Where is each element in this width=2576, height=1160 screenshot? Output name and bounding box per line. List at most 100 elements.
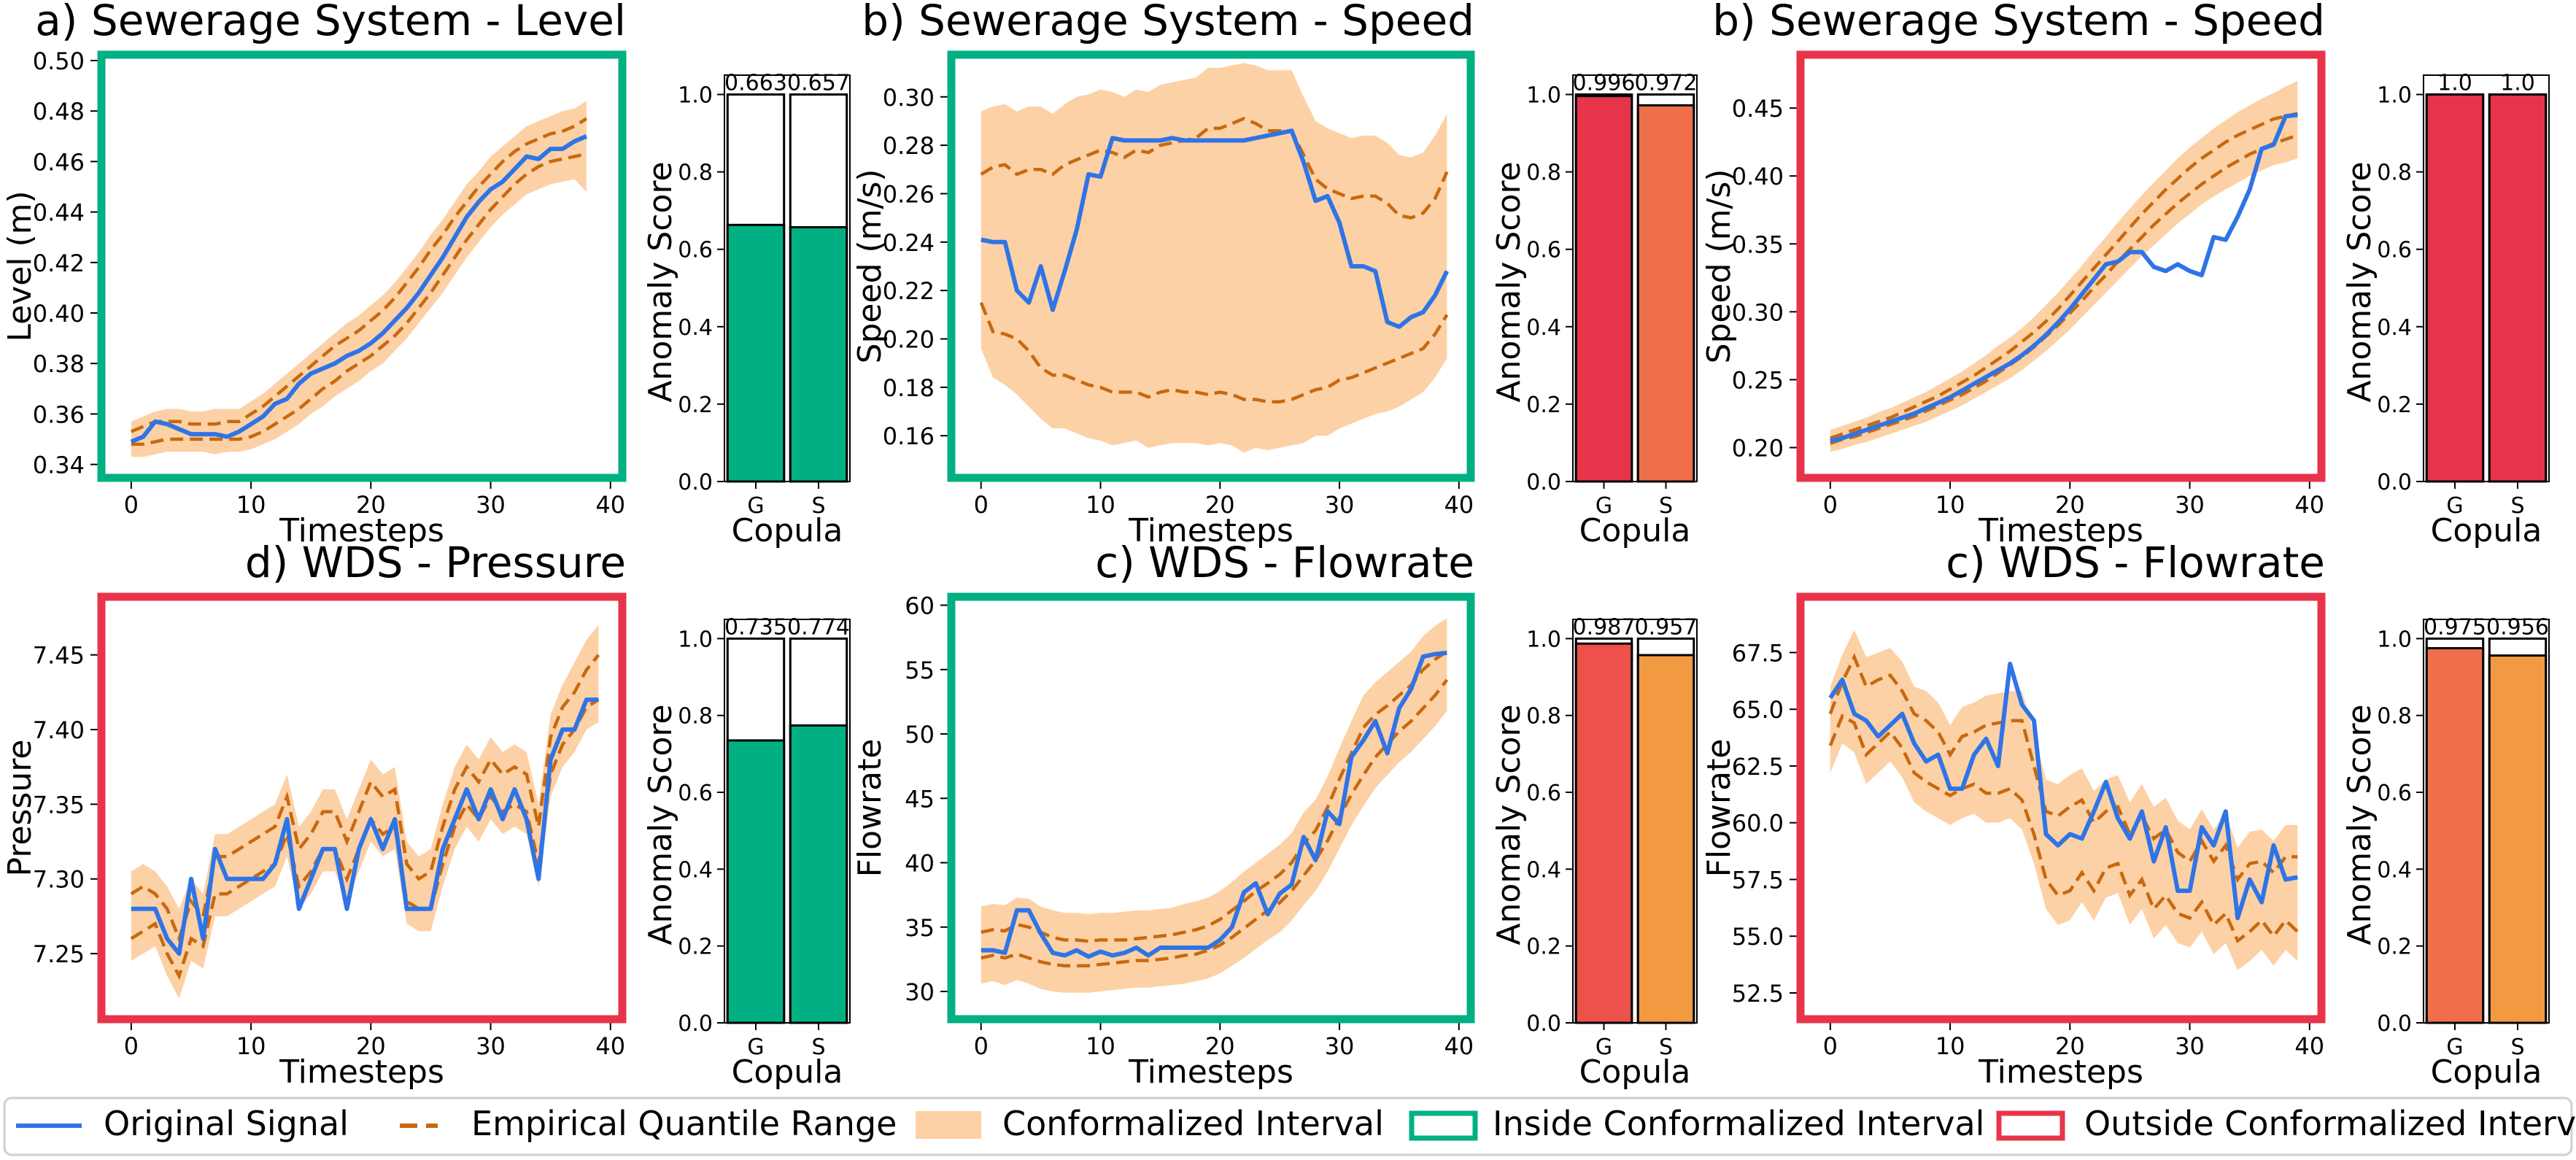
y-tick-label: 0.8 bbox=[1526, 704, 1561, 730]
y-tick-label: 0.45 bbox=[1732, 95, 1784, 123]
legend-swatch-outside bbox=[1996, 1110, 2065, 1141]
y-tick-label: 0.16 bbox=[883, 422, 935, 450]
bar-chart-1: Anomaly Score Copula 0.663 G 0.657 S 0.0 0.2 0.4… bbox=[642, 71, 851, 549]
y-tick-label: 0.22 bbox=[883, 277, 935, 305]
y-tick-label: 0.40 bbox=[33, 300, 85, 328]
status-frame-outside bbox=[1796, 592, 2326, 1024]
original-signal-line bbox=[980, 650, 1447, 959]
conformalized-band bbox=[1830, 630, 2298, 970]
charts-layer: a) Sewerage System - Level Timesteps Level… bbox=[1, 0, 2550, 1091]
bar-chart-3: Anomaly Score Copula 1.0 G 1.0 S 0.0 0.2 0.4 0.6 0… bbox=[2341, 71, 2550, 549]
y-tick-label: 0.6 bbox=[2377, 238, 2412, 263]
y-tick-label: 0.2 bbox=[1526, 393, 1561, 418]
conformalized-band bbox=[131, 625, 599, 999]
conformalized-band bbox=[1830, 80, 2298, 452]
x-tick-label: 40 bbox=[2294, 491, 2324, 519]
x-tick-label: 10 bbox=[1935, 1032, 1965, 1060]
y-axis-label: Anomaly Score bbox=[642, 161, 679, 402]
x-tick-label: 20 bbox=[356, 1032, 386, 1060]
quantile-upper-line bbox=[1828, 653, 2298, 883]
quantile-upper-line bbox=[130, 117, 588, 433]
bar-S bbox=[2488, 93, 2548, 483]
x-tick-label: G bbox=[1596, 1035, 1612, 1060]
y-tick-label: 45 bbox=[905, 785, 935, 813]
chart-title: a) Sewerage System - Level bbox=[35, 0, 626, 45]
legend-swatch-conformalized bbox=[916, 1111, 981, 1139]
x-tick-label: 30 bbox=[476, 1032, 506, 1060]
y-tick-label: 0.4 bbox=[678, 315, 713, 341]
x-tick-label: 40 bbox=[1444, 1032, 1474, 1060]
y-tick-label: 52.5 bbox=[1732, 980, 1784, 1008]
y-tick-label: 0.35 bbox=[1732, 231, 1784, 258]
x-axis-label: Copula bbox=[1579, 1053, 1691, 1091]
y-tick-label: 0.2 bbox=[678, 935, 713, 960]
x-tick-label: 40 bbox=[1444, 491, 1474, 519]
y-tick-label: 0.2 bbox=[678, 393, 713, 418]
y-tick-label: 1.0 bbox=[1526, 83, 1561, 109]
y-tick-label: 55.0 bbox=[1732, 923, 1784, 951]
x-tick-label: G bbox=[747, 493, 764, 519]
y-tick-label: 0.4 bbox=[1526, 857, 1561, 883]
y-tick-label: 65.0 bbox=[1732, 696, 1784, 724]
x-tick-label: 10 bbox=[236, 491, 266, 519]
y-tick-label: 0.44 bbox=[33, 199, 85, 227]
y-tick-label: 50 bbox=[905, 721, 935, 749]
y-tick-label: 0.42 bbox=[33, 250, 85, 277]
x-axis-label: Copula bbox=[1579, 512, 1691, 549]
x-axis-label: Copula bbox=[2431, 1053, 2542, 1091]
y-tick-label: 0.8 bbox=[2377, 161, 2412, 186]
conformalized-band bbox=[131, 101, 587, 457]
y-tick-label: 0.18 bbox=[883, 374, 935, 402]
original-signal-line bbox=[1828, 662, 2298, 921]
status-frame-inside bbox=[97, 50, 627, 482]
y-axis-label: Flowrate bbox=[1701, 739, 1738, 878]
axes-frame bbox=[724, 619, 851, 1024]
quantile-lower-line bbox=[1828, 714, 2299, 944]
bar-chart-6: Anomaly Score Copula 0.975 G 0.956 S 0.0 0.2 0.4… bbox=[2341, 614, 2550, 1091]
x-axis-label: Timesteps bbox=[1128, 512, 1293, 549]
x-tick-label: 20 bbox=[2055, 1032, 2085, 1060]
y-tick-label: 0.46 bbox=[33, 148, 85, 176]
y-tick-label: 0.0 bbox=[678, 1011, 713, 1037]
y-tick-label: 0.0 bbox=[1526, 1011, 1561, 1037]
bar-value-label: 0.996 bbox=[1573, 71, 1636, 96]
y-tick-label: 0.4 bbox=[1526, 315, 1561, 341]
y-tick-label: 0.2 bbox=[2377, 393, 2412, 418]
y-axis-label: Pressure bbox=[1, 740, 39, 877]
y-tick-label: 0.6 bbox=[2377, 781, 2412, 806]
y-tick-label: 0.20 bbox=[1732, 434, 1784, 462]
legend-label-conformalized: Conformalized Interval bbox=[1002, 1104, 1384, 1143]
line-chart-6: c) WDS - Flowrate Timesteps Flowrate 52.5 55… bbox=[1701, 538, 2326, 1091]
y-axis-label: Anomaly Score bbox=[2341, 704, 2378, 945]
y-tick-label: 0.4 bbox=[2377, 857, 2412, 883]
y-tick-label: 0.4 bbox=[2377, 315, 2412, 341]
y-tick-label: 0.25 bbox=[1732, 366, 1784, 394]
y-tick-label: 0.24 bbox=[883, 229, 935, 257]
bar-value-label: 0.663 bbox=[724, 71, 787, 96]
x-tick-label: S bbox=[811, 493, 825, 519]
bar-value-label: 1.0 bbox=[2500, 71, 2535, 96]
line-chart-3: b) Sewerage System - Speed Timesteps Speed… bbox=[1701, 0, 2326, 549]
legend-label-original-signal: Original Signal bbox=[104, 1104, 349, 1143]
x-tick-label: 40 bbox=[595, 491, 625, 519]
bar-value-label: 0.972 bbox=[1635, 71, 1698, 96]
bar-value-label: 0.657 bbox=[787, 71, 850, 96]
x-tick-label: S bbox=[2510, 1035, 2524, 1060]
x-axis-label: Copula bbox=[2431, 512, 2542, 549]
conformalized-band bbox=[980, 63, 1447, 453]
y-axis-label: Flowrate bbox=[851, 739, 889, 878]
bar-G bbox=[2425, 647, 2485, 1024]
y-tick-label: 0.6 bbox=[1526, 781, 1561, 806]
chart-title: d) WDS - Pressure bbox=[245, 538, 626, 587]
axes-frame bbox=[1572, 619, 1698, 1024]
x-tick-label: S bbox=[1659, 493, 1673, 519]
y-tick-label: 0.30 bbox=[883, 84, 935, 112]
x-tick-label: 30 bbox=[1325, 491, 1355, 519]
x-tick-label: 30 bbox=[1325, 1032, 1355, 1060]
y-axis-label: Speed (m/s) bbox=[851, 169, 889, 364]
y-tick-label: 0.0 bbox=[1526, 470, 1561, 495]
x-tick-label: 20 bbox=[1205, 491, 1235, 519]
y-tick-label: 60 bbox=[905, 592, 935, 620]
y-tick-label: 0.2 bbox=[2377, 935, 2412, 960]
x-tick-label: 0 bbox=[124, 1032, 139, 1060]
